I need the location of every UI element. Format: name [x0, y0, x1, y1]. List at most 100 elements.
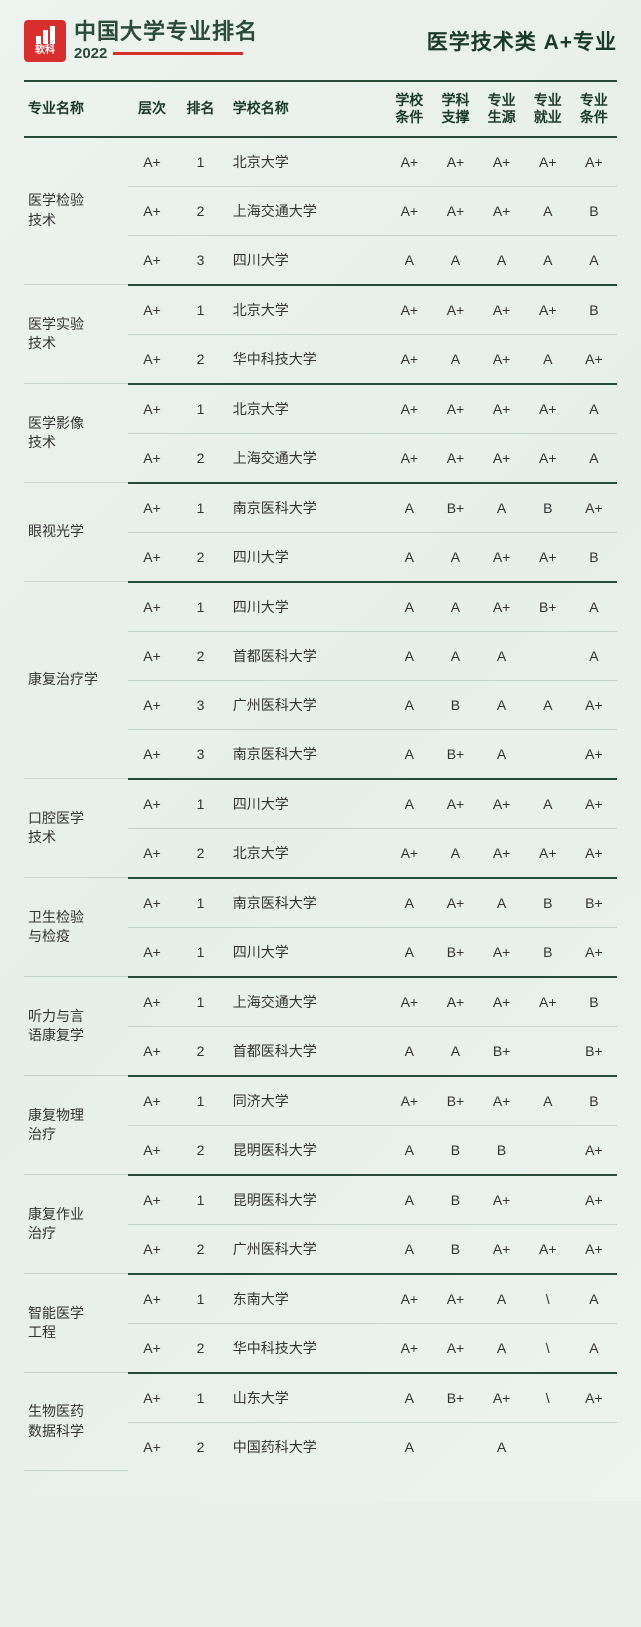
- col-rank: 排名: [176, 81, 224, 137]
- cell-rank: 1: [176, 878, 224, 928]
- cell-s2: A+: [432, 186, 478, 235]
- cell-major: 医学影像技术: [24, 384, 128, 483]
- cell-school: 四川大学: [225, 582, 387, 632]
- cell-s2: A+: [432, 285, 478, 335]
- cell-s1: A: [386, 1224, 432, 1274]
- cell-s3: A+: [479, 779, 525, 829]
- cell-s1: A: [386, 235, 432, 285]
- cell-s4: A+: [525, 285, 571, 335]
- cell-s4: [525, 729, 571, 779]
- cell-s1: A: [386, 927, 432, 977]
- cell-school: 中国药科大学: [225, 1422, 387, 1471]
- cell-s1: A: [386, 483, 432, 533]
- cell-school: 广州医科大学: [225, 680, 387, 729]
- col-level: 层次: [128, 81, 176, 137]
- cell-school: 同济大学: [225, 1076, 387, 1126]
- cell-rank: 2: [176, 1224, 224, 1274]
- cell-s3: A+: [479, 828, 525, 878]
- cell-s3: A+: [479, 137, 525, 187]
- cell-school: 南京医科大学: [225, 483, 387, 533]
- cell-rank: 1: [176, 1274, 224, 1324]
- cell-rank: 2: [176, 186, 224, 235]
- cell-s5: A+: [571, 729, 617, 779]
- cell-s4: B: [525, 878, 571, 928]
- ranking-table: 专业名称 层次 排名 学校名称 学校条件 学科支撑 专业生源 专业就业 专业条件…: [24, 80, 617, 1471]
- cell-rank: 1: [176, 137, 224, 187]
- cell-s2: B+: [432, 1373, 478, 1423]
- cell-school: 北京大学: [225, 137, 387, 187]
- cell-s2: A+: [432, 1274, 478, 1324]
- table-row: 康复物理治疗A+1同济大学A+B+A+AB: [24, 1076, 617, 1126]
- cell-major: 口腔医学技术: [24, 779, 128, 878]
- cell-rank: 1: [176, 483, 224, 533]
- cell-s2: B: [432, 1175, 478, 1225]
- cell-s5: B: [571, 186, 617, 235]
- cell-s4: A+: [525, 977, 571, 1027]
- cell-s4: A: [525, 334, 571, 384]
- cell-s5: A: [571, 384, 617, 434]
- cell-s2: A+: [432, 1323, 478, 1373]
- cell-s4: [525, 631, 571, 680]
- cell-rank: 1: [176, 1175, 224, 1225]
- cell-s4: A+: [525, 532, 571, 582]
- cell-s2: A+: [432, 977, 478, 1027]
- cell-s1: A+: [386, 1323, 432, 1373]
- cell-level: A+: [128, 582, 176, 632]
- cell-s2: A+: [432, 137, 478, 187]
- cell-level: A+: [128, 384, 176, 434]
- cell-rank: 2: [176, 334, 224, 384]
- cell-s5: A: [571, 1323, 617, 1373]
- cell-s3: A+: [479, 1373, 525, 1423]
- cell-rank: 1: [176, 977, 224, 1027]
- cell-level: A+: [128, 680, 176, 729]
- cell-s3: A+: [479, 582, 525, 632]
- cell-level: A+: [128, 1076, 176, 1126]
- cell-s4: A: [525, 1076, 571, 1126]
- page-header: 软科 中国大学专业排名 2022 医学技术类 A+专业: [24, 20, 617, 62]
- cell-s5: A+: [571, 1373, 617, 1423]
- cell-s1: A+: [386, 828, 432, 878]
- cell-s3: A+: [479, 1076, 525, 1126]
- cell-s1: A: [386, 1125, 432, 1175]
- logo-icon: 软科: [24, 20, 66, 62]
- cell-rank: 3: [176, 729, 224, 779]
- table-row: 生物医药数据科学A+1山东大学AB+A+\A+: [24, 1373, 617, 1423]
- brand-block: 软科 中国大学专业排名 2022: [24, 20, 258, 62]
- cell-s5: B: [571, 1076, 617, 1126]
- cell-s3: A: [479, 631, 525, 680]
- brand-year: 2022: [74, 45, 107, 62]
- cell-s1: A+: [386, 384, 432, 434]
- cell-s4: [525, 1422, 571, 1471]
- cell-level: A+: [128, 1323, 176, 1373]
- cell-major: 康复物理治疗: [24, 1076, 128, 1175]
- cell-s1: A+: [386, 334, 432, 384]
- cell-s3: A+: [479, 186, 525, 235]
- cell-level: A+: [128, 334, 176, 384]
- cell-s1: A+: [386, 186, 432, 235]
- cell-level: A+: [128, 1026, 176, 1076]
- cell-major: 康复作业治疗: [24, 1175, 128, 1274]
- cell-school: 四川大学: [225, 532, 387, 582]
- cell-level: A+: [128, 1422, 176, 1471]
- cell-level: A+: [128, 483, 176, 533]
- cell-school: 广州医科大学: [225, 1224, 387, 1274]
- cell-s1: A+: [386, 285, 432, 335]
- cell-s5: A+: [571, 828, 617, 878]
- cell-s1: A+: [386, 1076, 432, 1126]
- cell-rank: 2: [176, 1026, 224, 1076]
- cell-s4: A: [525, 235, 571, 285]
- cell-s5: A+: [571, 680, 617, 729]
- cell-s1: A+: [386, 1274, 432, 1324]
- cell-major: 眼视光学: [24, 483, 128, 582]
- cell-level: A+: [128, 235, 176, 285]
- cell-school: 东南大学: [225, 1274, 387, 1324]
- cell-rank: 1: [176, 1076, 224, 1126]
- cell-rank: 3: [176, 235, 224, 285]
- cell-school: 四川大学: [225, 235, 387, 285]
- table-row: 智能医学工程A+1东南大学A+A+A\A: [24, 1274, 617, 1324]
- cell-s1: A: [386, 878, 432, 928]
- cell-s3: B+: [479, 1026, 525, 1076]
- cell-level: A+: [128, 977, 176, 1027]
- cell-school: 北京大学: [225, 384, 387, 434]
- cell-s1: A: [386, 582, 432, 632]
